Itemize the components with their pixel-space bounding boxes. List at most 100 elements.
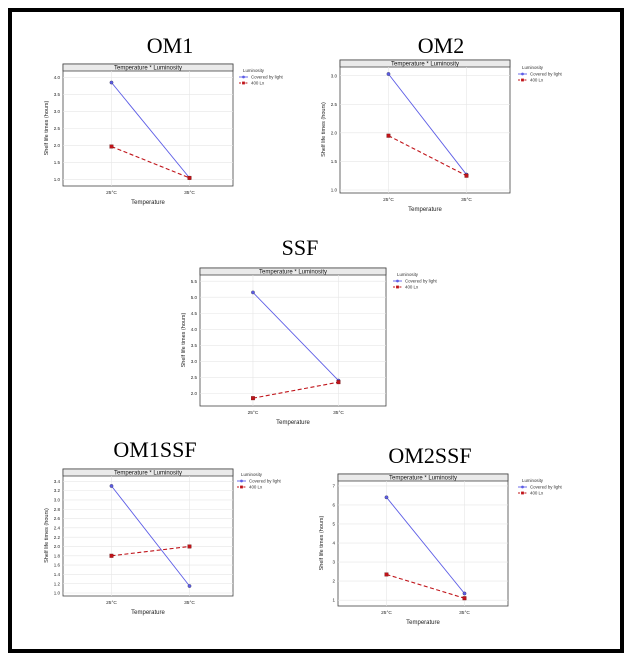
y-tick-label: 3.2 xyxy=(54,488,61,493)
data-point-400lx xyxy=(251,396,255,401)
y-axis-label: Shelf life times (hours) xyxy=(321,102,327,157)
legend-title: Luminosity xyxy=(397,272,419,277)
x-tick-label: 25°C xyxy=(381,610,392,616)
legend-label: 400 Lx xyxy=(405,285,419,290)
legend-swatch-marker xyxy=(521,491,524,495)
legend-swatch-marker xyxy=(521,78,524,82)
y-tick-label: 2.0 xyxy=(54,544,61,549)
panel-title: OM1SSF xyxy=(113,437,197,462)
data-point-covered xyxy=(109,484,114,488)
x-axis-label: Temperature xyxy=(406,620,440,626)
y-tick-label: 3 xyxy=(332,560,335,565)
y-tick-label: 2.6 xyxy=(54,516,61,521)
series-line-400lx xyxy=(388,135,467,177)
chart-title: Temperature * Luminosity xyxy=(259,270,327,276)
plot-border xyxy=(62,63,234,187)
y-tick-label: 1.2 xyxy=(54,581,61,586)
chart-4: Temperature * Luminosity 1 2 3 4 5 6 7 25°C 35°C T… xyxy=(319,473,563,626)
y-tick-label: 6 xyxy=(332,503,335,508)
plot-header xyxy=(199,267,387,276)
y-axis-label: Shelf life times (hours) xyxy=(44,508,50,563)
x-tick-label: 35°C xyxy=(184,190,195,196)
y-tick-label: 3.0 xyxy=(331,73,338,78)
plot-header xyxy=(337,473,509,482)
legend-swatch-marker xyxy=(521,72,524,76)
data-point-400lx xyxy=(187,175,192,180)
data-point-400lx xyxy=(187,544,192,549)
legend-swatch-marker xyxy=(242,81,245,85)
x-axis-label: Temperature xyxy=(131,610,165,616)
y-tick-label: 5.5 xyxy=(191,279,198,284)
data-point-covered xyxy=(109,80,114,85)
data-point-covered xyxy=(386,72,391,76)
chart-3: Temperature * Luminosity 1.0 1.2 1.4 1.6 1.8 2… xyxy=(44,468,282,616)
legend-label: Covered by light xyxy=(530,485,563,490)
plot-border xyxy=(337,473,509,607)
y-tick-label: 4 xyxy=(332,541,335,546)
y-tick-label: 1.0 xyxy=(54,177,61,182)
y-tick-label: 1.8 xyxy=(54,553,61,558)
x-tick-label: 25°C xyxy=(248,410,259,416)
legend-title: Luminosity xyxy=(522,65,544,70)
legend-label: 400 Lx xyxy=(249,485,263,490)
x-tick-label: 25°C xyxy=(383,197,394,203)
chart-title: Temperature * Luminosity xyxy=(391,62,459,68)
legend-label: 400 Lx xyxy=(530,78,544,83)
panel-title: OM2 xyxy=(417,33,465,58)
y-tick-label: 2.4 xyxy=(54,525,61,530)
data-point-400lx xyxy=(384,572,389,577)
data-point-covered xyxy=(187,584,192,588)
y-tick-label: 2.0 xyxy=(191,391,198,396)
y-tick-label: 2.5 xyxy=(331,102,338,107)
x-axis-label: Temperature xyxy=(276,420,310,426)
chart-title: Temperature * Luminosity xyxy=(114,66,182,72)
series-line-covered xyxy=(111,485,190,587)
y-tick-label: 3.0 xyxy=(54,109,61,114)
x-tick-label: 35°C xyxy=(333,410,344,416)
plot-border xyxy=(339,59,511,194)
y-tick-label: 2.8 xyxy=(54,507,61,512)
x-tick-label: 25°C xyxy=(106,600,117,606)
y-tick-label: 1.6 xyxy=(54,563,61,568)
y-tick-label: 3.0 xyxy=(191,359,198,364)
y-tick-label: 5 xyxy=(332,522,335,527)
panel-title: OM2SSF xyxy=(388,443,472,468)
legend-swatch-marker xyxy=(521,485,524,489)
y-tick-label: 2.0 xyxy=(54,143,61,148)
panel-title: OM1 xyxy=(146,33,194,58)
y-tick-label: 1 xyxy=(332,598,335,603)
chart-0: Temperature * Luminosity 1.0 1.5 2.0 2.5 3.0 3… xyxy=(44,63,284,206)
legend-swatch-marker xyxy=(240,479,243,483)
x-axis-label: Temperature xyxy=(131,200,165,206)
y-tick-label: 2.5 xyxy=(54,126,61,131)
legend-swatch-marker xyxy=(240,485,243,489)
y-tick-label: 1.5 xyxy=(54,160,61,165)
chart-title: Temperature * Luminosity xyxy=(389,476,457,482)
y-tick-label: 1.0 xyxy=(331,188,338,193)
panel-title: SSF xyxy=(281,235,319,260)
chart-2: Temperature * Luminosity 2.0 2.5 3.0 3.5 4.0 4… xyxy=(181,267,438,426)
x-tick-label: 25°C xyxy=(106,190,117,196)
legend-label: 400 Lx xyxy=(251,81,265,86)
series-line-400lx xyxy=(252,381,339,399)
legend-swatch-marker xyxy=(242,75,245,79)
y-tick-label: 1.0 xyxy=(54,591,61,596)
data-point-covered xyxy=(462,591,467,596)
y-tick-label: 3.0 xyxy=(54,498,61,503)
legend-title: Luminosity xyxy=(243,68,265,73)
series-line-400lx xyxy=(111,146,190,179)
legend-title: Luminosity xyxy=(522,478,544,483)
y-tick-label: 1.5 xyxy=(331,159,338,164)
chart-1: Temperature * Luminosity 1.0 1.5 2.0 2.5 3.0 2… xyxy=(321,59,563,213)
legend-label: Covered by light xyxy=(249,479,282,484)
plot-header xyxy=(62,468,234,477)
series-line-covered xyxy=(388,73,467,175)
y-tick-label: 2.0 xyxy=(331,130,338,135)
legend-label: Covered by light xyxy=(530,72,563,77)
chart-title: Temperature * Luminosity xyxy=(114,471,182,477)
series-line-covered xyxy=(386,497,465,594)
legend-label: Covered by light xyxy=(251,75,284,80)
y-axis-label: Shelf life times (hours) xyxy=(44,100,50,155)
plot-border xyxy=(199,267,387,407)
